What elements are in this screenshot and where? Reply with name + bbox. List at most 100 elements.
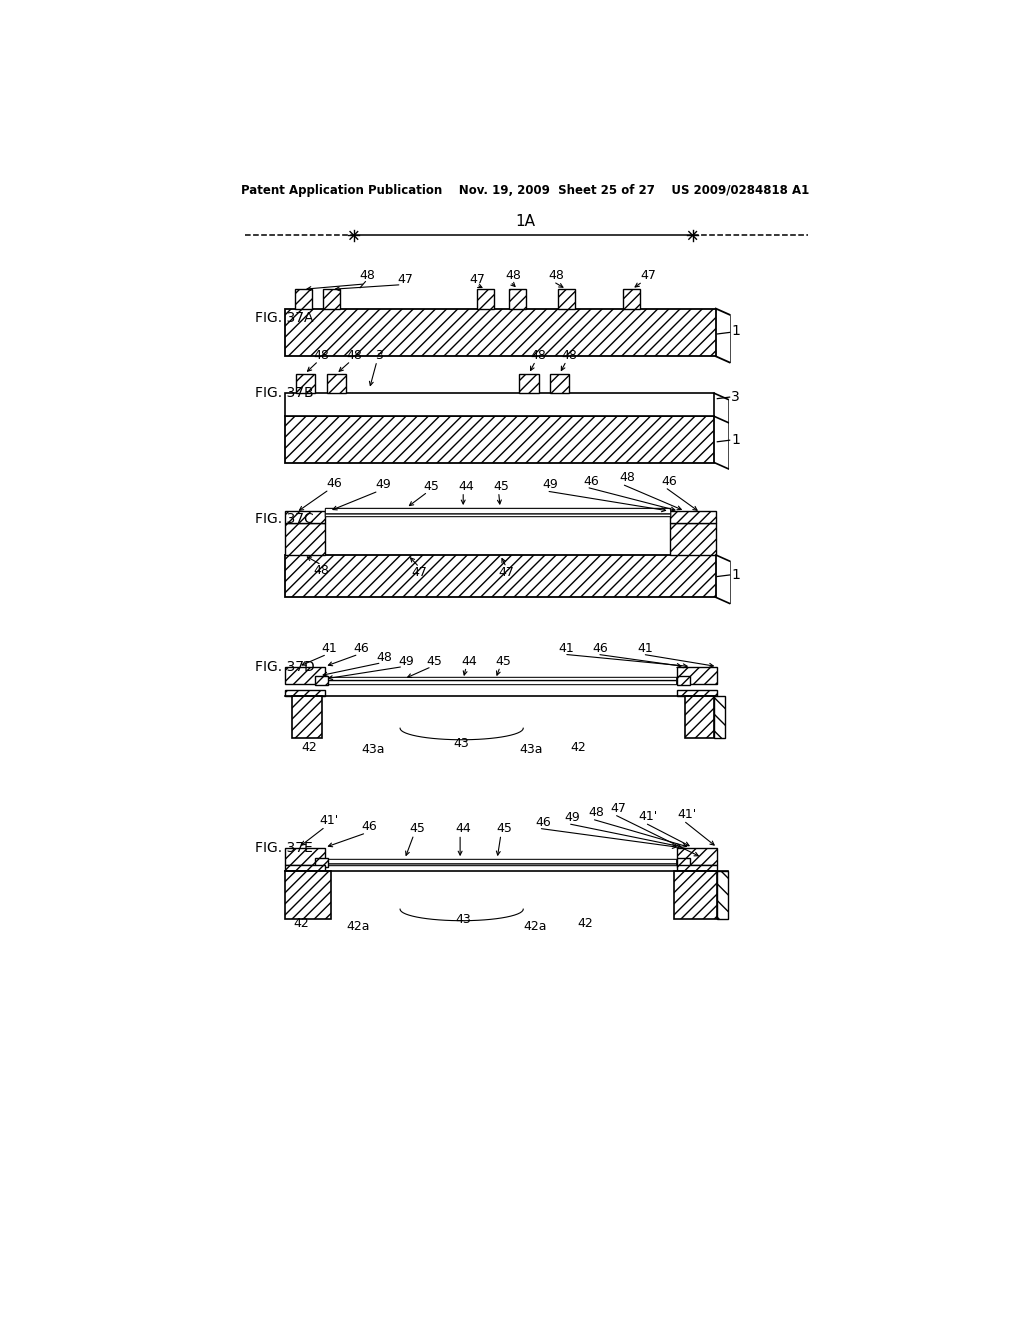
Bar xyxy=(295,289,311,309)
Text: 46: 46 xyxy=(593,642,608,655)
Text: 3: 3 xyxy=(376,348,383,362)
Bar xyxy=(285,866,325,871)
Text: 45: 45 xyxy=(494,480,510,492)
Text: 47: 47 xyxy=(412,566,427,579)
Text: 45: 45 xyxy=(496,655,511,668)
Text: 42: 42 xyxy=(570,741,587,754)
Bar xyxy=(509,289,526,309)
Text: 41: 41 xyxy=(558,642,574,655)
Text: 48: 48 xyxy=(313,348,330,362)
Text: FIG. 37B: FIG. 37B xyxy=(255,387,314,400)
Text: 41': 41' xyxy=(678,808,697,821)
Text: 1A: 1A xyxy=(515,214,536,230)
Text: 42: 42 xyxy=(301,741,317,754)
Bar xyxy=(315,676,328,685)
Bar xyxy=(325,508,670,516)
Text: FIG. 37E: FIG. 37E xyxy=(255,841,313,854)
Bar xyxy=(624,289,640,309)
Text: FIG. 37A: FIG. 37A xyxy=(255,310,313,325)
Bar xyxy=(285,309,716,356)
Text: 46: 46 xyxy=(662,474,678,487)
Text: 48: 48 xyxy=(530,348,547,362)
Text: 49: 49 xyxy=(543,478,558,491)
Bar xyxy=(325,677,676,684)
Text: 44: 44 xyxy=(456,822,471,834)
Bar xyxy=(323,289,340,309)
Text: 48: 48 xyxy=(377,651,392,664)
Bar xyxy=(285,554,716,598)
Text: 48: 48 xyxy=(589,807,604,820)
Bar xyxy=(685,696,714,738)
Text: FIG. 37D: FIG. 37D xyxy=(255,660,315,673)
Bar xyxy=(519,374,539,393)
Text: 1: 1 xyxy=(731,568,740,582)
Bar xyxy=(677,847,717,866)
Text: 47: 47 xyxy=(397,273,414,286)
Text: 45: 45 xyxy=(496,822,512,834)
Bar xyxy=(285,667,325,684)
Bar xyxy=(325,508,670,516)
Bar xyxy=(550,374,569,393)
Bar xyxy=(677,690,717,696)
Text: 43a: 43a xyxy=(519,743,543,756)
Text: 48: 48 xyxy=(359,269,376,282)
Bar xyxy=(325,677,676,684)
Text: 41: 41 xyxy=(637,642,652,655)
Bar xyxy=(285,511,325,524)
Bar xyxy=(285,393,714,416)
Bar xyxy=(558,289,574,309)
Bar xyxy=(285,871,331,919)
Text: 46: 46 xyxy=(583,474,599,487)
Text: 41: 41 xyxy=(322,642,337,655)
Text: 42: 42 xyxy=(577,916,593,929)
Text: 48: 48 xyxy=(549,269,564,282)
Text: 45: 45 xyxy=(423,480,439,492)
Bar xyxy=(285,523,325,554)
Text: 42a: 42a xyxy=(347,920,371,933)
Bar xyxy=(327,374,346,393)
Text: 46: 46 xyxy=(536,816,551,829)
Text: 42a: 42a xyxy=(523,920,547,933)
Text: 45: 45 xyxy=(409,822,425,834)
Bar xyxy=(296,374,315,393)
Bar xyxy=(325,859,676,866)
Bar xyxy=(292,696,322,738)
Text: 48: 48 xyxy=(505,269,521,282)
Text: 45: 45 xyxy=(427,655,442,668)
Text: 3: 3 xyxy=(731,391,740,404)
Text: 41': 41' xyxy=(638,810,657,824)
Bar xyxy=(670,511,716,524)
Bar xyxy=(677,858,689,867)
Text: 47: 47 xyxy=(499,566,514,579)
Text: 46: 46 xyxy=(361,820,377,833)
Text: 47: 47 xyxy=(469,273,485,286)
Text: 47: 47 xyxy=(610,801,627,814)
Text: 43: 43 xyxy=(456,912,471,925)
Bar xyxy=(677,667,717,684)
Text: Patent Application Publication    Nov. 19, 2009  Sheet 25 of 27    US 2009/02848: Patent Application Publication Nov. 19, … xyxy=(241,185,809,197)
Text: 43a: 43a xyxy=(361,743,385,756)
Text: 48: 48 xyxy=(313,564,330,577)
Bar xyxy=(714,696,725,738)
Bar xyxy=(285,690,325,696)
Text: 1: 1 xyxy=(731,323,740,338)
Text: 44: 44 xyxy=(459,480,474,492)
Text: 43: 43 xyxy=(454,737,470,750)
Text: 47: 47 xyxy=(640,269,656,282)
Text: 46: 46 xyxy=(353,642,370,655)
Bar xyxy=(677,676,689,685)
Text: 48: 48 xyxy=(346,348,361,362)
Text: 46: 46 xyxy=(326,477,342,490)
Text: 41': 41' xyxy=(319,814,339,828)
Text: 1: 1 xyxy=(731,433,740,447)
Bar xyxy=(477,289,494,309)
Bar xyxy=(285,847,325,866)
Bar xyxy=(670,523,716,554)
Bar xyxy=(674,871,717,919)
Text: 49: 49 xyxy=(564,810,580,824)
Bar xyxy=(325,859,676,866)
Text: 49: 49 xyxy=(398,655,414,668)
Bar xyxy=(315,858,328,867)
Text: 49: 49 xyxy=(375,478,391,491)
Text: 42: 42 xyxy=(294,916,309,929)
